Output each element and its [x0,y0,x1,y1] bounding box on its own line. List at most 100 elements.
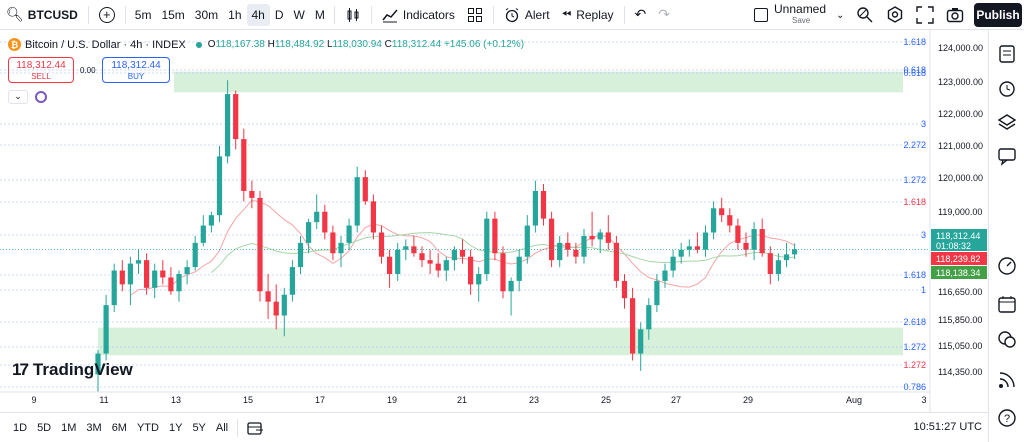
chat-icon[interactable] [997,146,1017,166]
candle-body [557,242,563,261]
templates-button[interactable] [461,0,489,30]
range-1d[interactable]: 1D [13,421,28,434]
quick-search-icon[interactable] [856,6,874,24]
alert-button[interactable]: Alert [498,0,556,30]
plus-circle-icon: + [98,6,115,23]
candle-body [395,249,401,274]
range-5d[interactable]: 5D [37,421,52,434]
high-value: 118,484.92 [274,39,325,50]
time-axis-tick: 23 [529,395,539,405]
timeframe-1h[interactable]: 1h [228,7,242,22]
timeframe-M[interactable]: M [314,7,325,22]
layout-name-button[interactable]: Unnamed Save [774,3,826,26]
replay-label: Replay [576,7,614,22]
alarm-clock-icon[interactable] [997,78,1017,98]
timeframe-4h[interactable]: 4h [246,3,270,26]
last-price-badge-text: 01:08:32 [936,241,971,251]
candle-body [751,229,757,250]
timeframe-D[interactable]: D [274,7,284,22]
sell-button[interactable]: 118,312.44 SELL [8,57,74,83]
range-1y[interactable]: 1Y [168,421,183,434]
layers-icon[interactable] [997,112,1017,132]
candle-body [411,246,417,254]
timeframe-15m[interactable]: 15m [161,7,185,22]
candle-body [289,267,295,295]
candle-body [743,242,749,250]
fib-level-label: 1.272 [903,342,926,352]
replay-button[interactable]: ⏪︎ Replay [556,0,620,30]
tradingview-logo[interactable]: 17 TradingView [12,360,133,380]
chart-type-button[interactable] [339,0,367,30]
change-value: +145.06 (+0.12%) [443,39,525,50]
chart-pane[interactable]: 1.618 0.618 0.618 3 2.272 1.272 1.618 3 1.618 1 2.… [0,30,988,412]
support-resistance-zone [174,71,903,93]
indicators-button[interactable]: Indicators [376,0,461,30]
gauge-icon[interactable] [997,256,1017,276]
help-icon[interactable]: ? [997,408,1017,428]
candle-body [354,177,360,226]
candle-body [694,246,700,250]
price-axis-tick: 123,000.00 [938,77,983,87]
redo-button[interactable]: ↷ [652,0,676,30]
candle-body [127,263,133,285]
indicator-toggle-button[interactable] [34,90,48,104]
divider [492,5,494,24]
symbol-description: Bitcoin / U.S. Dollar · 4h · INDEX [25,38,186,51]
range-6m[interactable]: 6M [111,421,127,434]
candle-body [192,242,198,268]
undo-button[interactable]: ↶ [629,0,653,30]
price-axis-tick: 119,000.00 [938,207,982,217]
symbol-search[interactable]: 🔍︎ BTCUSD [0,0,84,30]
divider [124,5,126,24]
sell-label: SELL [31,72,51,81]
candle-body [500,253,506,292]
candle-body [241,139,247,191]
candle-body [597,232,603,240]
fib-level-label: 2.618 [903,317,926,327]
layout-save-status: Save [792,16,811,25]
utc-clock[interactable]: 10:51:27 UTC [913,421,982,433]
buy-button[interactable]: 118,312.44 BUY [102,57,170,83]
broadcast-icon[interactable] [997,370,1017,390]
candle-body [532,190,538,226]
range-3m[interactable]: 3M [86,421,102,434]
candle-body [670,256,676,271]
top-toolbar: 🔍︎ BTCUSD + 5m 15m 30m 1h 4h D W M Indicators A… [0,0,1024,30]
calendar-icon[interactable] [997,294,1017,314]
collapse-legend-button[interactable]: ⌄ [8,90,28,104]
candle-body [524,225,530,257]
candle-body [573,249,579,257]
candle-body [346,225,352,243]
layout-checkbox[interactable] [754,8,768,22]
timeframe-30m[interactable]: 30m [194,7,219,22]
chevron-down-icon[interactable]: ⌄ [836,9,845,21]
watchlist-icon[interactable] [997,44,1017,64]
high-label: H [267,39,275,50]
open-value: 118,167.38 [215,39,265,50]
publish-button[interactable]: Publish [974,3,1022,27]
brand-name: TradingView [32,360,133,379]
candle-body [322,211,328,233]
date-range-group: 1D 5D 1M 3M 6M YTD 1Y 5Y All [8,422,233,434]
range-1m[interactable]: 1M [61,421,77,434]
candle-body [638,329,644,354]
price-chart[interactable]: 1.6180.6180.61832.2721.2721.61831.61812.… [0,30,988,412]
timeframe-W[interactable]: W [293,7,305,22]
price-axis-tick: 120,000.00 [938,173,983,183]
candle-body [451,249,457,261]
fullscreen-icon[interactable] [916,6,934,24]
range-ytd[interactable]: YTD [136,421,159,434]
timeframe-5m[interactable]: 5m [134,7,152,22]
calendar-range-icon[interactable] [246,420,264,436]
compare-button[interactable]: + [93,0,121,30]
candle-body [630,298,636,354]
divider [333,5,335,24]
chat-bubbles-icon[interactable] [997,330,1017,350]
range-5y[interactable]: 5Y [192,421,206,434]
settings-gear-icon[interactable] [886,6,904,24]
range-all[interactable]: All [215,421,229,434]
right-sidebar: ? [988,30,1024,442]
market-status-icon [195,41,202,48]
camera-icon[interactable] [946,6,964,24]
candle-body [686,246,692,250]
